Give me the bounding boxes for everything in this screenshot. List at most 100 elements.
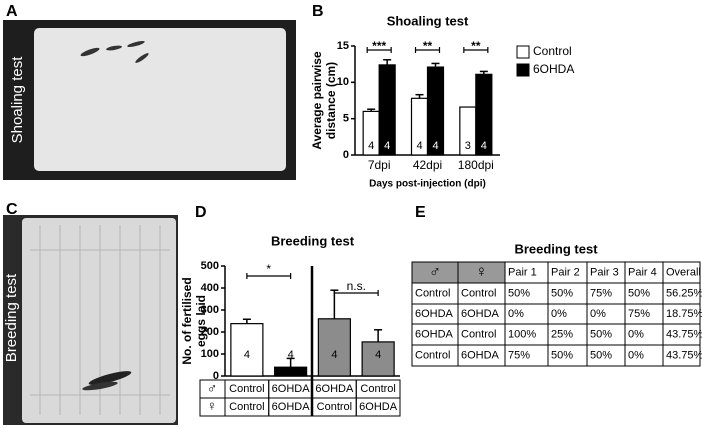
table-value: 0% [508, 308, 524, 320]
table-value: Control [415, 349, 450, 361]
bar [230, 323, 264, 377]
row-value: 6OHDA [272, 383, 311, 395]
significance-label: *** [372, 39, 386, 53]
y-axis-label: Average pairwise [310, 51, 324, 150]
panel-letter: D [195, 204, 207, 221]
n-label: 4 [375, 349, 381, 361]
row-value: Control [317, 401, 352, 413]
table-value: 6OHDA [415, 328, 454, 340]
header-label: Pair 2 [551, 266, 580, 278]
significance-label: ** [423, 39, 433, 53]
y-tick-label: 400 [201, 282, 219, 294]
table-value: 43.75% [666, 349, 702, 361]
table-value: 75% [628, 308, 650, 320]
bar [274, 366, 308, 377]
y-tick-label: 300 [201, 304, 219, 316]
table-value: 50% [551, 287, 573, 299]
table-value: 25% [551, 328, 573, 340]
significance-label: ** [471, 39, 481, 53]
y-axis-label: No. of fertilised [180, 277, 194, 364]
significance-label: * [266, 262, 271, 276]
y-tick-label: 15 [337, 40, 349, 52]
legend-label: Control [533, 44, 572, 58]
row-value: 6OHDA [315, 383, 354, 395]
header-label: Pair 3 [590, 266, 619, 278]
table-value: 6OHDA [461, 349, 500, 361]
table-value: Control [461, 328, 496, 340]
row-value: Control [360, 383, 395, 395]
x-axis-label: Days post-injection (dpi) [369, 179, 486, 190]
table-value: 6OHDA [415, 308, 454, 320]
y-tick-label: 0 [343, 149, 349, 161]
row-value: 6OHDA [359, 401, 398, 413]
y-tick-label: 5 [343, 113, 349, 125]
significance-label: n.s. [347, 279, 366, 293]
fish [80, 47, 100, 57]
bar [317, 318, 351, 377]
y-tick-label: 500 [201, 260, 219, 272]
y-axis-label: distance (cm) [324, 62, 338, 139]
n-label: 4 [368, 140, 374, 152]
y-axis-label: eggs laid [194, 295, 208, 347]
panel-letter: E [415, 204, 426, 221]
y-tick-label: 0 [213, 370, 219, 382]
panel-letter: B [312, 3, 324, 20]
table-value: 75% [508, 349, 530, 361]
n-label: 4 [432, 140, 438, 152]
table-value: 43.75% [666, 328, 702, 340]
table-value: Control [461, 287, 496, 299]
table-value: 18.75% [666, 308, 702, 320]
row-value: Control [229, 401, 264, 413]
photo-tank [22, 218, 176, 423]
header-label: Overall [666, 266, 701, 278]
photo-label: Shoaling test [9, 56, 26, 144]
table-value: 56.25% [666, 287, 702, 299]
x-tick-label: 180dpi [458, 158, 494, 172]
chart-title: Shoaling test [387, 13, 469, 28]
table-value: 75% [590, 287, 612, 299]
n-label: 3 [465, 140, 471, 152]
table-title: Breeding test [514, 241, 598, 256]
table-value: 0% [628, 328, 644, 340]
table-value: 50% [551, 349, 573, 361]
legend-label: 6OHDA [533, 62, 574, 76]
table-value: 50% [628, 287, 650, 299]
table-value: 50% [590, 328, 612, 340]
legend-swatch [516, 45, 530, 59]
photo-tank [34, 28, 286, 171]
panel-letter: C [6, 201, 18, 218]
header-label: Pair 1 [508, 266, 537, 278]
panel-letter: A [6, 3, 18, 20]
fish [88, 371, 132, 385]
y-tick-label: 10 [337, 76, 349, 88]
fish [127, 40, 145, 48]
table-value: 100% [508, 328, 536, 340]
header-label: Pair 4 [628, 266, 657, 278]
photo-label: Breeding test [3, 273, 20, 362]
header-label: ♀ [476, 264, 488, 281]
x-tick-label: 7dpi [368, 158, 391, 172]
table-value: Control [415, 287, 450, 299]
n-label: 4 [331, 349, 337, 361]
x-tick-label: 42dpi [413, 158, 442, 172]
header-label: ♂ [429, 264, 441, 281]
n-label: 4 [244, 349, 250, 361]
fish [82, 381, 118, 391]
table-value: 6OHDA [461, 308, 500, 320]
n-label: 4 [288, 349, 294, 361]
row-value: Control [229, 383, 264, 395]
table-value: 0% [551, 308, 567, 320]
row-cell [355, 397, 401, 417]
n-label: 4 [481, 140, 487, 152]
n-label: 4 [384, 140, 390, 152]
row-label: ♂ [207, 380, 218, 396]
y-tick-label: 100 [201, 348, 219, 360]
table-value: 50% [590, 349, 612, 361]
n-label: 4 [416, 140, 422, 152]
table-cell [662, 344, 701, 367]
legend-swatch [516, 63, 530, 77]
table-value: 0% [590, 308, 606, 320]
chart-title: Breeding test [271, 233, 355, 248]
row-value: 6OHDA [272, 401, 311, 413]
